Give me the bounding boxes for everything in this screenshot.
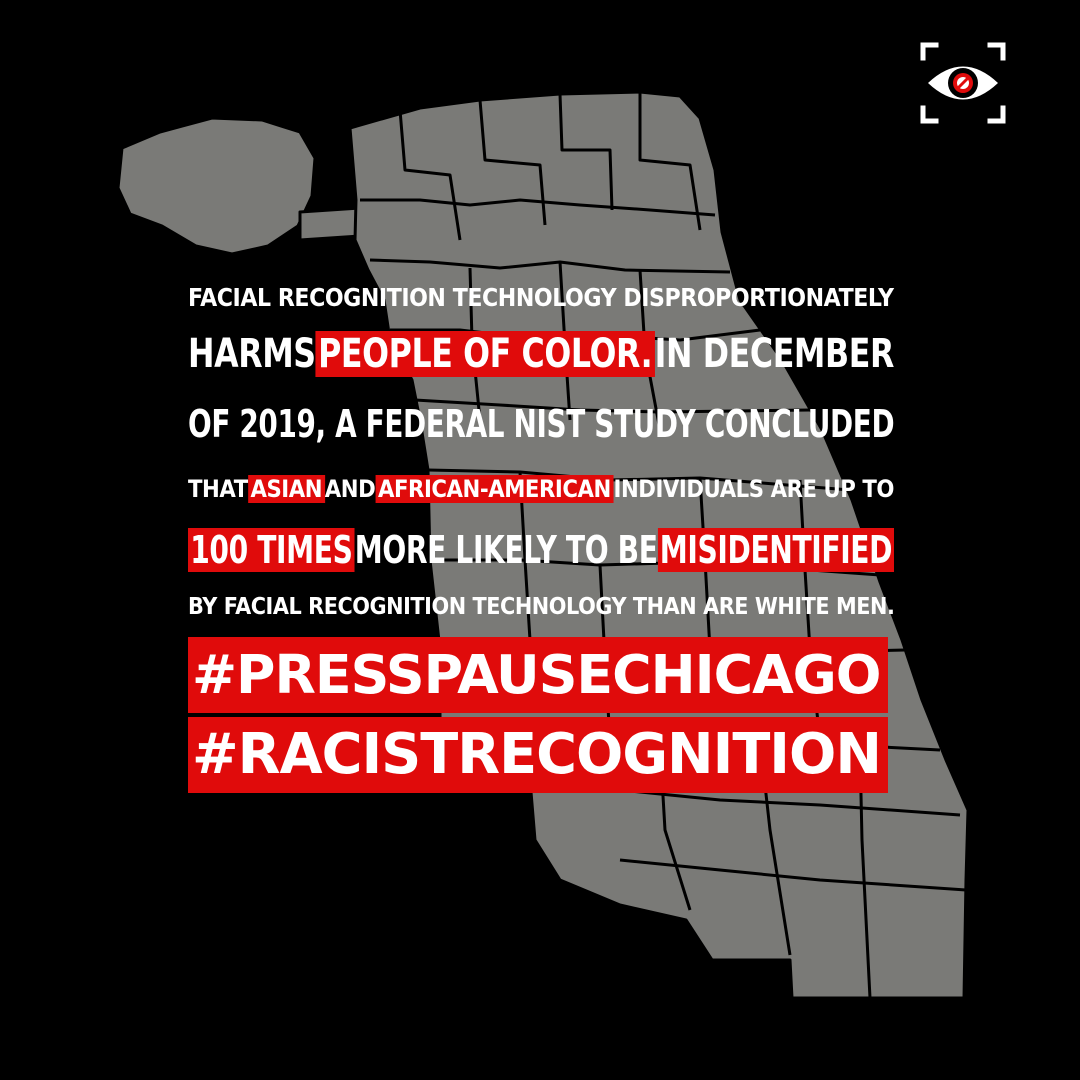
line6-text: BY FACIAL RECOGNITION TECHNOLOGY THAN AR… <box>188 594 895 620</box>
highlight-asian: ASIAN <box>247 475 325 503</box>
line2-text-b: IN DECEMBER <box>654 331 895 377</box>
statement-line-1: FACIAL RECOGNITION TECHNOLOGY DISPROPORT… <box>188 275 894 319</box>
statement-line-6: BY FACIAL RECOGNITION TECHNOLOGY THAN AR… <box>188 581 895 633</box>
hashtag-presspausechicago: #PRESSPAUSECHICAGO <box>188 637 888 713</box>
statement-line-4: THAT ASIAN AND AFRICAN-AMERICAN INDIVIDU… <box>188 459 894 519</box>
line4-text-a: THAT <box>188 475 248 503</box>
line3-text: OF 2019, A FEDERAL NIST STUDY CONCLUDED <box>188 402 895 446</box>
line5-text: MORE LIKELY TO BE <box>354 528 658 572</box>
line1-text: FACIAL RECOGNITION TECHNOLOGY DISPROPORT… <box>188 282 894 312</box>
line2-text-a: HARMS <box>188 331 316 377</box>
line4-text-b: AND <box>324 475 376 503</box>
connector-strip <box>298 206 362 242</box>
line4-text-c: INDIVIDUALS ARE UP TO <box>613 475 894 503</box>
statement-line-5: 100 TIMES MORE LIKELY TO BE MISIDENTIFIE… <box>188 519 895 581</box>
hashtag-racistrecognition: #RACISTRECOGNITION <box>188 717 888 793</box>
highlight-100-times: 100 TIMES <box>188 528 355 572</box>
highlight-people-of-color: PEOPLE OF COLOR. <box>315 331 655 377</box>
statement-line-2: HARMS PEOPLE OF COLOR. IN DECEMBER <box>188 319 894 389</box>
highlight-misidentified: MISIDENTIFIED <box>657 528 895 572</box>
blocked-eye-icon <box>920 42 1006 124</box>
highlight-african-american: AFRICAN-AMERICAN <box>375 475 614 503</box>
statement-block: FACIAL RECOGNITION TECHNOLOGY DISPROPORT… <box>188 275 895 793</box>
statement-line-3: OF 2019, A FEDERAL NIST STUDY CONCLUDED <box>188 389 895 459</box>
ohare-area <box>116 116 317 256</box>
